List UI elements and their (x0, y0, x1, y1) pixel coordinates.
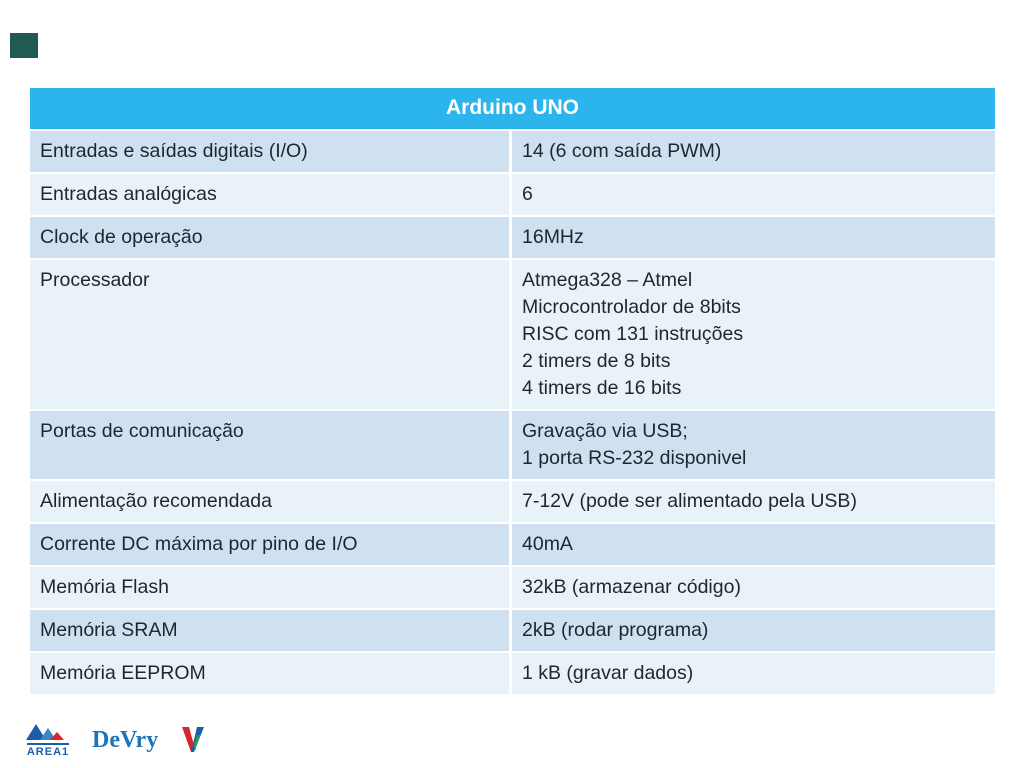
table-row: Portas de comunicação Gravação via USB; … (30, 411, 995, 481)
row-label: Processador (30, 260, 512, 409)
row-label: Portas de comunicação (30, 411, 512, 479)
row-label: Memória Flash (30, 567, 512, 608)
row-value: 14 (6 com saída PWM) (512, 131, 995, 172)
table-row: Clock de operação 16MHz (30, 217, 995, 260)
row-label: Clock de operação (30, 217, 512, 258)
row-label: Entradas analógicas (30, 174, 512, 215)
area1-logo-text: AREA1 (26, 743, 70, 758)
area1-logo-icon (26, 724, 64, 740)
devry-logo: DeVry (92, 726, 159, 753)
area1-logo: AREA1 (26, 722, 70, 758)
row-value: 6 (512, 174, 995, 215)
row-label: Memória EEPROM (30, 653, 512, 694)
row-label: Entradas e saídas digitais (I/O) (30, 131, 512, 172)
row-value: 32kB (armazenar código) (512, 567, 995, 608)
row-value: 1 kB (gravar dados) (512, 653, 995, 694)
row-value: 2kB (rodar programa) (512, 610, 995, 651)
table-row: Memória Flash 32kB (armazenar código) (30, 567, 995, 610)
row-value: Atmega328 – Atmel Microcontrolador de 8b… (512, 260, 995, 409)
footer-logos: AREA1 DeVry (26, 718, 206, 762)
table-row: Alimentação recomendada 7-12V (pode ser … (30, 481, 995, 524)
table-row: Processador Atmega328 – Atmel Microcontr… (30, 260, 995, 411)
table-title: Arduino UNO (30, 88, 995, 131)
slide-corner-accent (10, 33, 38, 58)
table-row: Corrente DC máxima por pino de I/O 40mA (30, 524, 995, 567)
row-value: 7-12V (pode ser alimentado pela USB) (512, 481, 995, 522)
arduino-spec-table: Arduino UNO Entradas e saídas digitais (… (30, 88, 995, 694)
row-label: Alimentação recomendada (30, 481, 512, 522)
table-row: Memória EEPROM 1 kB (gravar dados) (30, 653, 995, 694)
v-ribbon-icon (182, 727, 205, 752)
row-value: 40mA (512, 524, 995, 565)
row-value: Gravação via USB; 1 porta RS-232 disponi… (512, 411, 995, 479)
table-row: Memória SRAM 2kB (rodar programa) (30, 610, 995, 653)
row-label: Memória SRAM (30, 610, 512, 651)
row-label: Corrente DC máxima por pino de I/O (30, 524, 512, 565)
table-row: Entradas analógicas 6 (30, 174, 995, 217)
table-row: Entradas e saídas digitais (I/O) 14 (6 c… (30, 131, 995, 174)
row-value: 16MHz (512, 217, 995, 258)
